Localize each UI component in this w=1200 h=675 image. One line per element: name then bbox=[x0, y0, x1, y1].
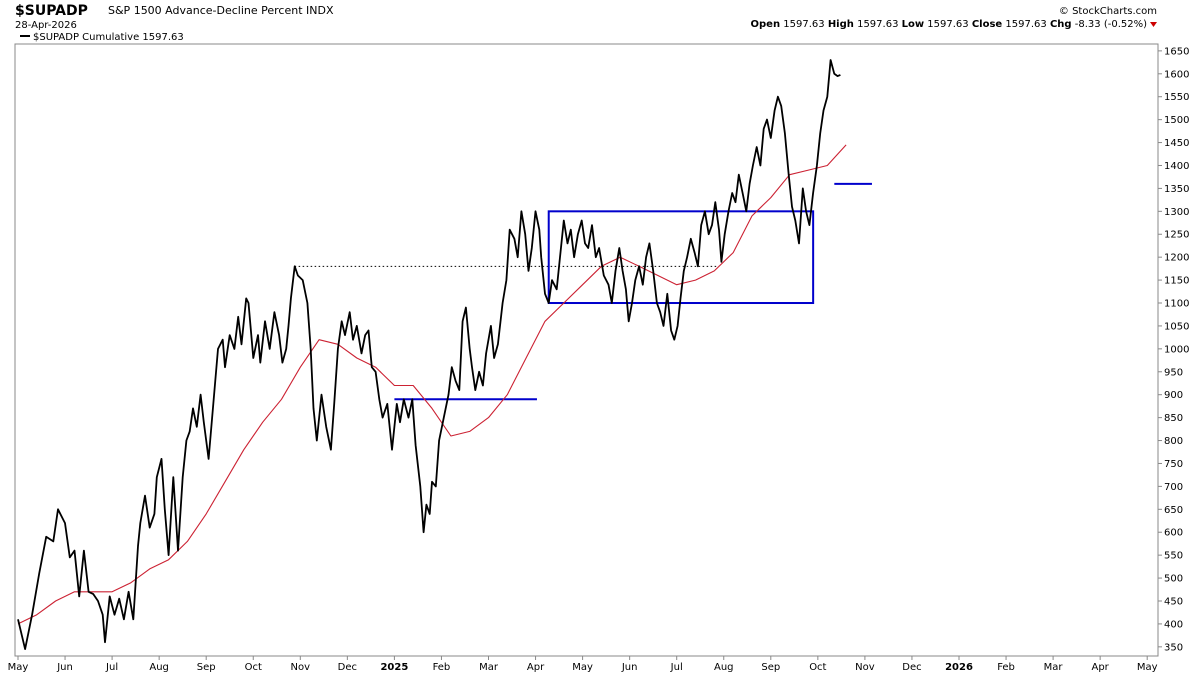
x-tick-label: Jun bbox=[56, 662, 73, 673]
y-tick-label: 900 bbox=[1164, 390, 1183, 401]
annotations bbox=[294, 182, 872, 401]
chart-symbol: $SUPADP bbox=[15, 3, 88, 19]
y-tick-label: 1600 bbox=[1164, 69, 1189, 80]
y-tick-label: 1250 bbox=[1164, 230, 1189, 241]
x-tick-label: Jul bbox=[105, 662, 118, 673]
y-tick-label: 800 bbox=[1164, 436, 1183, 447]
y-tick-label: 600 bbox=[1164, 528, 1183, 539]
price-line bbox=[17, 59, 841, 650]
consolidation-box bbox=[547, 210, 815, 305]
x-tick-label: Apr bbox=[527, 662, 545, 673]
y-tick-label: 850 bbox=[1164, 413, 1183, 424]
x-tick-label: Aug bbox=[714, 662, 734, 673]
x-tick-label: Apr bbox=[1091, 662, 1109, 673]
y-tick-label: 750 bbox=[1164, 459, 1183, 470]
y-tick-label: 500 bbox=[1164, 574, 1183, 585]
x-tick-label: Oct bbox=[809, 662, 826, 673]
y-tick-label: 350 bbox=[1164, 642, 1183, 653]
y-tick-label: 1300 bbox=[1164, 207, 1189, 218]
x-axis: May Jun Jul Aug Sep Oct Nov Dec 2025 Feb Mar Apr May… bbox=[8, 656, 1158, 673]
y-tick-label: 550 bbox=[1164, 551, 1183, 562]
chg-down-arrow-icon bbox=[1150, 22, 1157, 27]
y-tick-label: 1150 bbox=[1164, 276, 1189, 287]
y-tick-label: 1050 bbox=[1164, 321, 1189, 332]
y-tick-label: 1350 bbox=[1164, 184, 1189, 195]
x-tick-label: Mar bbox=[479, 662, 499, 673]
x-tick-label: May bbox=[8, 662, 29, 673]
x-tick-label: Dec bbox=[338, 662, 357, 673]
x-tick-label: Sep bbox=[761, 662, 780, 673]
series-layer bbox=[17, 59, 847, 650]
y-tick-label: 1000 bbox=[1164, 344, 1189, 355]
ohlc-readout: Open 1597.63 High 1597.63 Low 1597.63 Cl… bbox=[751, 19, 1148, 30]
x-tick-label: May bbox=[1137, 662, 1158, 673]
x-tick-label: 2025 bbox=[380, 662, 408, 673]
y-tick-label: 1400 bbox=[1164, 161, 1189, 172]
chart-name: S&P 1500 Advance-Decline Percent INDX bbox=[108, 4, 334, 17]
x-tick-label: Nov bbox=[291, 662, 311, 673]
moving-average-line bbox=[17, 144, 847, 625]
y-tick-label: 400 bbox=[1164, 619, 1183, 630]
x-tick-label: Feb bbox=[433, 662, 451, 673]
brand-label: © StockCharts.com bbox=[1059, 6, 1157, 17]
x-tick-label: Aug bbox=[149, 662, 169, 673]
x-tick-label: Oct bbox=[245, 662, 262, 673]
y-tick-label: 1550 bbox=[1164, 92, 1189, 103]
y-axis: 350 400 450 500 550 600 650 700 750 800 850 900 950 1… bbox=[1158, 46, 1189, 653]
y-tick-label: 450 bbox=[1164, 596, 1183, 607]
x-tick-label: Nov bbox=[855, 662, 875, 673]
x-tick-label: Feb bbox=[997, 662, 1015, 673]
x-tick-label: 2026 bbox=[945, 662, 973, 673]
x-tick-label: Dec bbox=[902, 662, 921, 673]
y-tick-label: 950 bbox=[1164, 367, 1183, 378]
x-tick-label: Mar bbox=[1044, 662, 1064, 673]
plot-frame bbox=[14, 43, 1159, 657]
x-tick-label: Jul bbox=[670, 662, 683, 673]
x-tick-label: Sep bbox=[197, 662, 216, 673]
y-tick-label: 1450 bbox=[1164, 138, 1189, 149]
x-tick-label: Jun bbox=[621, 662, 638, 673]
y-tick-label: 1100 bbox=[1164, 299, 1189, 310]
y-tick-label: 1200 bbox=[1164, 253, 1189, 264]
x-tick-label: May bbox=[572, 662, 593, 673]
y-tick-label: 1650 bbox=[1164, 46, 1189, 57]
legend-label: $SUPADP Cumulative 1597.63 bbox=[33, 32, 184, 43]
y-tick-label: 1500 bbox=[1164, 115, 1189, 126]
chart-date: 28-Apr-2026 bbox=[15, 20, 77, 31]
y-tick-label: 700 bbox=[1164, 482, 1183, 493]
y-tick-label: 650 bbox=[1164, 505, 1183, 516]
